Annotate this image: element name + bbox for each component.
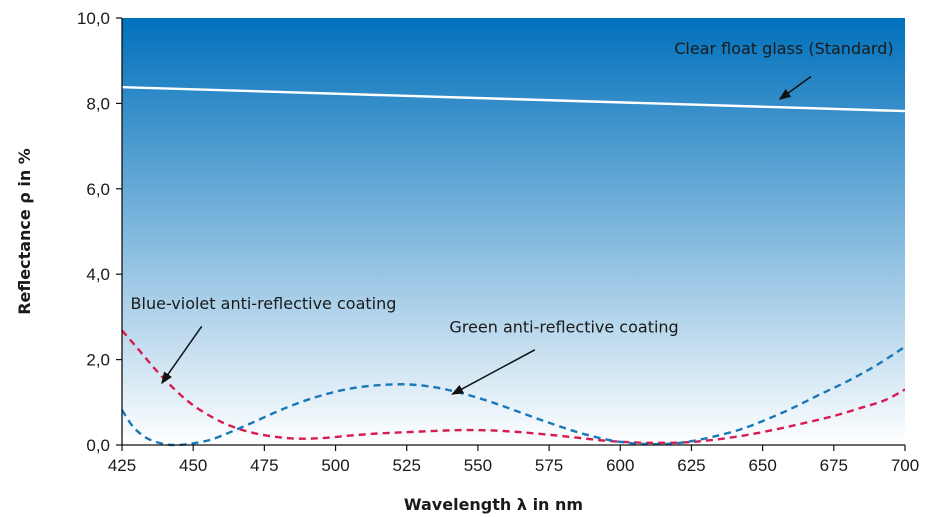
x-tick-label: 575 [535, 456, 563, 475]
annotation-blue-violet-anti-reflective-coating: Blue-violet anti-reflective coating [131, 294, 397, 313]
x-tick-label: 425 [108, 456, 136, 475]
x-tick-label: 450 [179, 456, 207, 475]
annotations-layer: Clear float glass (Standard) Blue-violet … [131, 39, 894, 395]
series-layer [122, 85, 905, 447]
plot-background [122, 18, 905, 445]
y-tick-label: 6,0 [86, 180, 110, 199]
x-tick-label: 625 [677, 456, 705, 475]
series-line-green-anti-reflective-coating [122, 345, 905, 447]
x-tick-label: 525 [393, 456, 421, 475]
annotation-arrow [778, 75, 812, 100]
x-tick-label: 500 [321, 456, 349, 475]
x-tick-label: 550 [464, 456, 492, 475]
x-tick-label: 675 [820, 456, 848, 475]
series-line-clear-float-glass-standard [122, 85, 905, 113]
x-tick-label: 475 [250, 456, 278, 475]
x-tick-label: 700 [891, 456, 919, 475]
annotation-arrow [451, 349, 536, 395]
annotation-arrow [161, 325, 203, 385]
x-tick-label: 650 [748, 456, 776, 475]
annotation-clear-float-glass-standard: Clear float glass (Standard) [674, 39, 893, 58]
x-tick-label: 600 [606, 456, 634, 475]
x-axis-title: Wavelength λ in nm [404, 495, 583, 514]
y-tick-label: 0,0 [86, 436, 110, 455]
axes-layer: 425 450 475 500 525 550 575 600 625 650 675 700 0,0 2… [77, 9, 919, 475]
y-tick-label: 8,0 [86, 94, 110, 113]
annotation-green-anti-reflective-coating: Green anti-reflective coating [449, 318, 678, 337]
y-axis-title: Reflectance ρ in % [15, 148, 34, 315]
y-tick-label: 10,0 [77, 9, 110, 28]
y-tick-label: 4,0 [86, 265, 110, 284]
y-tick-label: 2,0 [86, 351, 110, 370]
